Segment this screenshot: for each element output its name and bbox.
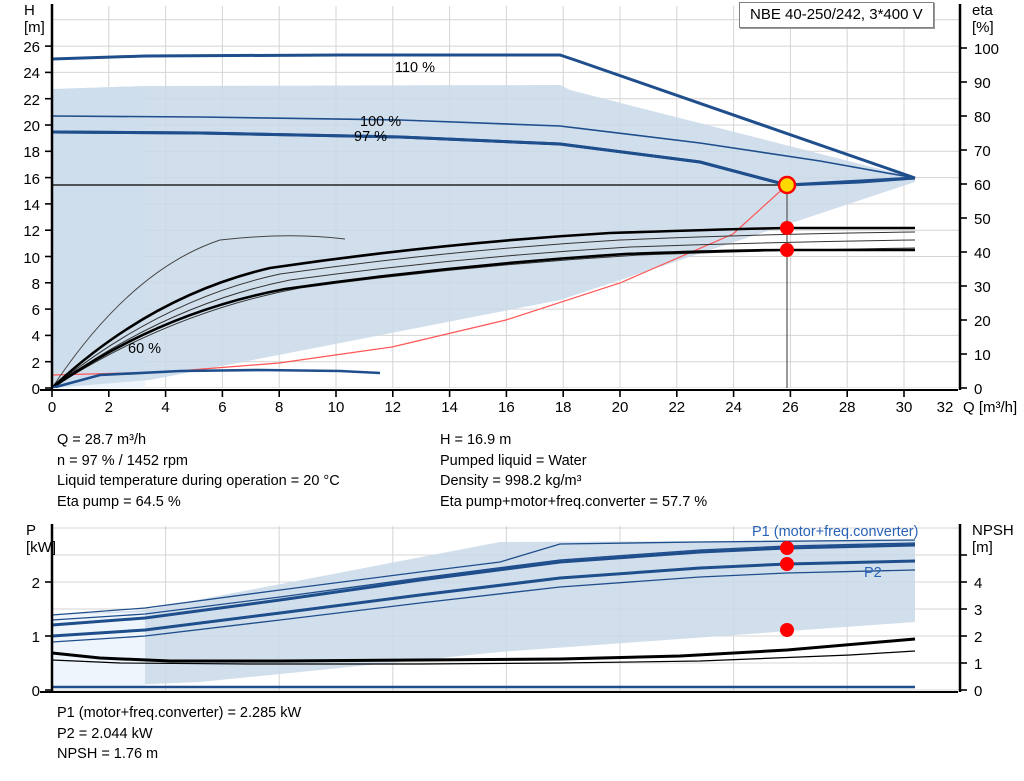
lower-y2-ticks — [960, 554, 967, 691]
upper-x-tick-28: 28 — [838, 399, 856, 416]
upper-y-tick-14: 14 — [23, 196, 40, 214]
upper-y2-tick-100: 100 — [974, 41, 1000, 58]
upper-x-tick-20: 20 — [611, 399, 629, 416]
curve-label-p2: P2 — [864, 565, 882, 581]
upper-x-axis-title: Q [m³/h] — [963, 399, 1018, 416]
lower-power-curves — [52, 539, 916, 643]
duty-point-left-block: Q = 28.7 m³/h n = 97 % / 1452 rpm Liquid… — [57, 430, 340, 512]
lower-y-ticks — [45, 581, 52, 691]
eta-total-marker[interactable] — [780, 243, 794, 257]
upper-y-tick-12: 12 — [23, 223, 40, 241]
upper-y-tick-26: 26 — [23, 39, 40, 57]
upper-x-tick-14: 14 — [441, 399, 458, 416]
upper-y-tick-0: 0 — [31, 381, 40, 398]
upper-x-tick-6: 6 — [218, 399, 227, 416]
duty-eta-pump: Eta pump = 64.5 % — [57, 493, 181, 510]
curve-label-100: 100 % — [360, 114, 402, 130]
result-npsh: NPSH = 1.76 m — [57, 746, 159, 762]
upper-x-tick-10: 10 — [327, 399, 345, 416]
upper-y-tick-18: 18 — [23, 144, 40, 162]
upper-y2-tick-60: 60 — [974, 177, 991, 194]
eta-pump-marker[interactable] — [780, 221, 794, 235]
duty-pumped-liquid: Pumped liquid = Water — [440, 452, 587, 469]
pump-model-box: NBE 40-250/242, 3*400 V — [739, 2, 934, 28]
upper-x-ticks — [51, 390, 905, 397]
upper-x-tick-18: 18 — [554, 399, 572, 416]
upper-y2-tick-30: 30 — [974, 279, 991, 296]
lower-y-tick-2: 2 — [31, 575, 40, 592]
upper-y2-tick-70: 70 — [974, 143, 991, 160]
upper-y2-tick-90: 90 — [974, 75, 991, 92]
upper-x-tick-16: 16 — [498, 399, 515, 416]
upper-y2-tick-40: 40 — [974, 245, 991, 262]
upper-y-tick-20: 20 — [23, 118, 40, 135]
duty-eta-total: Eta pump+motor+freq.converter = 57.7 % — [440, 493, 708, 510]
upper-y-tick-2: 2 — [31, 354, 40, 372]
upper-x-tick-4: 4 — [161, 399, 170, 416]
upper-envelope — [52, 85, 915, 388]
curve-label-110: 110 % — [395, 60, 436, 76]
lower-npsh-curves — [52, 637, 916, 689]
upper-x-tick-0: 0 — [47, 399, 57, 416]
upper-y2-tick-50: 50 — [974, 211, 991, 228]
upper-x-tick-32: 32 — [936, 399, 954, 416]
duty-h: H = 16.9 m — [440, 432, 512, 448]
lower-y2-tick-2: 2 — [974, 629, 983, 646]
duty-point-marker[interactable] — [777, 175, 797, 195]
curve-label-97: 97 % — [354, 129, 388, 145]
lower-y2-tick-4: 4 — [974, 575, 983, 592]
p1-marker[interactable] — [780, 541, 794, 555]
upper-x-tick-8: 8 — [275, 399, 284, 416]
upper-x-tick-30: 30 — [895, 399, 913, 416]
lower-y-tick-0: 0 — [31, 683, 40, 700]
upper-y-tick-4: 4 — [31, 328, 40, 346]
lower-y-axis-title: P [kW] — [26, 522, 56, 556]
upper-y2-tick-80: 80 — [974, 109, 991, 126]
upper-y2-axis-title: eta [%] — [972, 2, 994, 36]
upper-y2-ticks — [960, 47, 967, 389]
upper-y2-tick-0: 0 — [974, 381, 983, 398]
result-p1: P1 (motor+freq.converter) = 2.285 kW — [57, 705, 302, 721]
upper-x-tick-12: 12 — [384, 399, 402, 416]
upper-y-ticks — [45, 45, 52, 389]
upper-x-tick-26: 26 — [782, 399, 799, 416]
lower-y2-axis-title: NPSH [m] — [972, 522, 1014, 556]
upper-y-tick-8: 8 — [31, 275, 40, 293]
upper-y2-tick-20: 20 — [974, 313, 991, 330]
duty-density: Density = 998.2 kg/m³ — [440, 473, 582, 489]
duty-n: n = 97 % / 1452 rpm — [57, 452, 188, 469]
upper-eta-curves — [52, 226, 916, 388]
lower-y-tick-1: 1 — [31, 629, 40, 646]
upper-y-tick-10: 10 — [23, 249, 40, 267]
duty-q: Q = 28.7 m³/h — [57, 432, 147, 448]
upper-y-tick-22: 22 — [23, 91, 40, 109]
upper-y2-tick-10: 10 — [974, 347, 991, 364]
lower-y2-tick-0: 0 — [974, 683, 983, 700]
lower-chart — [40, 524, 967, 693]
curve-label-60: 60 % — [128, 341, 162, 357]
duty-liquid-temp: Liquid temperature during operation = 20… — [57, 473, 340, 489]
upper-y-axis-title: H [m] — [24, 2, 45, 36]
lower-y2-tick-3: 3 — [974, 602, 983, 619]
result-p2: P2 = 2.044 kW — [57, 725, 153, 742]
lower-y2-tick-1: 1 — [974, 656, 983, 673]
p2-marker[interactable] — [780, 557, 794, 571]
duty-point-right-block: H = 16.9 m Pumped liquid = Water Density… — [440, 430, 707, 512]
upper-x-tick-2: 2 — [104, 399, 113, 416]
upper-chart — [40, 4, 967, 397]
upper-x-tick-24: 24 — [725, 399, 742, 416]
upper-y-tick-24: 24 — [23, 65, 40, 83]
curve-label-p1: P1 (motor+freq.converter) — [752, 524, 919, 540]
upper-x-tick-22: 22 — [668, 399, 686, 416]
power-results-block: P1 (motor+freq.converter) = 2.285 kW P2 … — [57, 703, 301, 765]
npsh-marker[interactable] — [780, 623, 794, 637]
upper-y-tick-6: 6 — [31, 302, 40, 320]
upper-y-tick-16: 16 — [23, 170, 40, 188]
